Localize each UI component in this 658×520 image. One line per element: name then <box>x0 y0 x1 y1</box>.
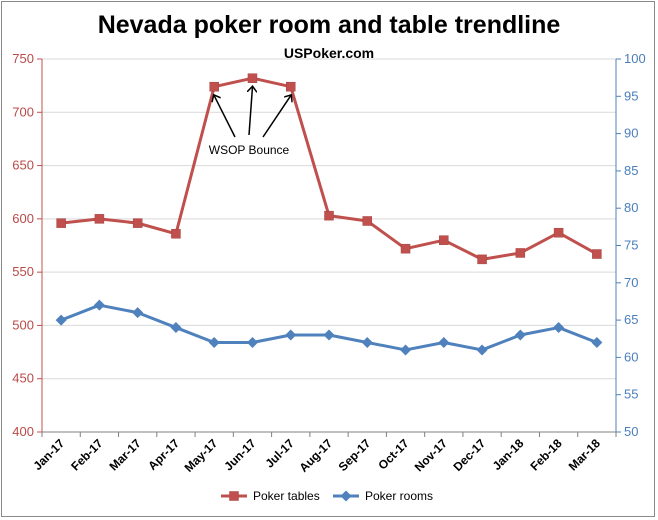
y-right-tick-label: 85 <box>624 163 638 178</box>
x-tick-label: Apr-17 <box>145 436 182 473</box>
poker-rooms-point <box>285 329 297 341</box>
y-left-tick-label: 550 <box>12 264 34 279</box>
y-left-tick-label: 650 <box>12 158 34 173</box>
poker-tables-point <box>592 249 602 259</box>
y-right-tick-label: 50 <box>624 424 638 439</box>
poker-rooms-point <box>553 322 565 334</box>
y-right-tick-label: 60 <box>624 349 638 364</box>
poker-rooms-point <box>514 329 526 341</box>
poker-rooms-point <box>591 336 603 348</box>
poker-rooms-point <box>438 336 450 348</box>
poker-rooms-point <box>208 336 220 348</box>
poker-tables-line <box>60 76 598 261</box>
x-tick-label: Oct-17 <box>375 436 412 473</box>
poker-tables-point <box>439 235 449 245</box>
x-tick-label: Jun-17 <box>221 436 258 473</box>
y-right-tick-label: 65 <box>624 312 638 327</box>
x-tick-label: Jul-17 <box>262 436 297 471</box>
poker-rooms-point <box>246 336 258 348</box>
y-right-tick-label: 90 <box>624 126 638 141</box>
x-tick-label: Mar-18 <box>566 436 603 473</box>
poker-rooms-point <box>476 344 488 356</box>
x-tick-label: Jan-17 <box>30 436 67 473</box>
poker-rooms-legend-marker <box>340 490 352 502</box>
y-right-tick-label: 70 <box>624 275 638 290</box>
poker-tables-point <box>515 248 526 258</box>
annotation-arrow <box>249 87 252 136</box>
y-left-tick-label: 400 <box>12 424 34 439</box>
x-tick-label: Feb-17 <box>68 436 105 473</box>
poker-tables-point <box>171 229 181 239</box>
x-tick-label: Mar-17 <box>107 436 144 473</box>
poker-rooms-point <box>132 307 144 319</box>
y-left-tick-label: 500 <box>12 317 34 332</box>
y-right-tick-label: 75 <box>624 238 638 253</box>
y-left-tick-label: 700 <box>12 104 34 119</box>
annotation-label: WSOP Bounce <box>209 143 290 157</box>
series-lines-group <box>55 73 603 356</box>
annotation-group: WSOP Bounce <box>209 87 291 157</box>
chart-subtitle: USPoker.com <box>283 45 375 61</box>
poker-tables-point <box>209 81 219 92</box>
poker-tables-point <box>247 73 258 83</box>
poker-tables-point <box>94 214 105 224</box>
x-tick-label: Feb-18 <box>527 436 564 473</box>
poker-rooms-point <box>400 344 412 356</box>
y-left-tick-label: 600 <box>12 211 34 226</box>
x-tick-label: Jan-18 <box>490 436 527 473</box>
axes-group: 400 450 500 550 600 650 700 750 50 55 60 65 70 75 80 85… <box>12 51 645 475</box>
poker-tables-point <box>477 254 487 265</box>
poker-rooms-point <box>170 322 182 334</box>
poker-rooms-point <box>93 299 105 311</box>
y-right-tick-label: 80 <box>624 200 638 215</box>
y-right-tick-label: 55 <box>624 387 638 402</box>
poker-tables-point <box>553 227 564 238</box>
x-tick-label: Sep-17 <box>336 436 374 474</box>
chart-title: Nevada poker room and table trendline <box>97 11 561 39</box>
poker-rooms-point <box>361 336 373 348</box>
poker-tables-legend-label: Poker tables <box>253 489 320 503</box>
x-tick-label: Nov-17 <box>412 436 450 474</box>
annotation-arrow <box>214 96 236 138</box>
x-tick-label: Dec-17 <box>450 436 488 474</box>
y-right-tick-label: 95 <box>624 88 638 103</box>
x-tick-label: Aug-17 <box>296 436 335 475</box>
poker-tables-point <box>285 81 296 92</box>
y-right-tick-label: 100 <box>624 51 646 66</box>
poker-tables-point <box>362 216 373 226</box>
x-tick-label: May-17 <box>182 436 221 475</box>
poker-tables-point <box>56 218 66 228</box>
y-left-tick-label: 450 <box>12 371 34 386</box>
poker-tables-point <box>400 243 411 254</box>
poker-rooms-point <box>55 314 67 326</box>
legend-group: Poker tables Poker rooms <box>221 489 433 503</box>
poker-tables-point <box>132 218 143 228</box>
poker-rooms-point <box>323 329 335 341</box>
annotation-arrow <box>262 96 291 138</box>
poker-tables-point <box>324 210 334 221</box>
y-left-tick-label: 750 <box>12 51 34 66</box>
poker-tables-legend-marker <box>229 491 239 501</box>
poker-rooms-legend-label: Poker rooms <box>365 489 433 503</box>
